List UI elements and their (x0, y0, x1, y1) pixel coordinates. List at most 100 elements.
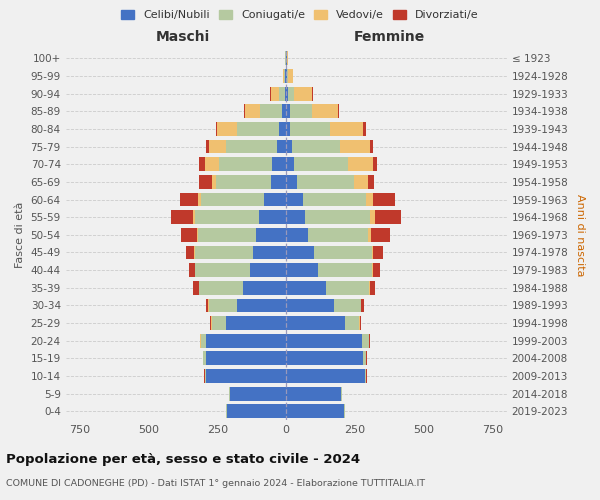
Bar (212, 316, 226, 330)
Bar (193, 210, 195, 224)
Bar (217, 122, 236, 136)
Bar (368, 228, 371, 241)
Bar (253, 246, 286, 260)
Bar (271, 175, 286, 189)
Bar (229, 387, 230, 400)
Bar (371, 246, 373, 260)
Bar (286, 263, 318, 277)
Bar (366, 192, 373, 206)
Bar (346, 316, 359, 330)
Bar (311, 104, 338, 118)
Bar (286, 175, 297, 189)
Bar (289, 69, 293, 83)
Bar (287, 86, 295, 101)
Bar (286, 246, 314, 260)
Bar (286, 122, 290, 136)
Bar (199, 175, 212, 189)
Bar (286, 281, 326, 294)
Bar (206, 298, 208, 312)
Legend: Celibi/Nubili, Coniugati/e, Vedovi/e, Divorziati/e: Celibi/Nubili, Coniugati/e, Vedovi/e, Di… (117, 6, 483, 25)
Bar (199, 158, 205, 171)
Bar (201, 334, 206, 347)
Bar (250, 263, 286, 277)
Bar (195, 210, 259, 224)
Bar (181, 228, 197, 241)
Bar (195, 246, 253, 260)
Bar (256, 228, 286, 241)
Bar (206, 352, 286, 365)
Bar (286, 387, 341, 400)
Bar (348, 158, 373, 171)
Bar (305, 210, 370, 224)
Bar (206, 369, 286, 383)
Bar (318, 263, 371, 277)
Bar (340, 140, 370, 153)
Bar (236, 298, 286, 312)
Bar (227, 404, 286, 418)
Bar (236, 122, 280, 136)
Y-axis label: Anni di nascita: Anni di nascita (575, 194, 585, 276)
Text: Maschi: Maschi (155, 30, 209, 44)
Bar (375, 210, 401, 224)
Bar (205, 369, 206, 383)
Bar (260, 104, 282, 118)
Bar (286, 158, 295, 171)
Bar (290, 104, 311, 118)
Bar (290, 122, 331, 136)
Bar (371, 263, 373, 277)
Bar (370, 281, 375, 294)
Bar (286, 369, 365, 383)
Bar (286, 69, 287, 83)
Bar (285, 86, 286, 101)
Bar (364, 122, 365, 136)
Bar (373, 263, 380, 277)
Bar (212, 175, 216, 189)
Bar (286, 334, 362, 347)
Bar (216, 175, 271, 189)
Bar (373, 192, 395, 206)
Bar (198, 228, 256, 241)
Bar (218, 158, 272, 171)
Bar (286, 352, 364, 365)
Bar (195, 263, 250, 277)
Bar (226, 140, 277, 153)
Bar (272, 158, 286, 171)
Text: Popolazione per età, sesso e stato civile - 2024: Popolazione per età, sesso e stato civil… (6, 452, 360, 466)
Bar (286, 86, 287, 101)
Bar (280, 122, 286, 136)
Bar (371, 228, 390, 241)
Bar (314, 246, 371, 260)
Bar (286, 104, 290, 118)
Bar (286, 316, 346, 330)
Bar (271, 86, 280, 101)
Bar (308, 228, 368, 241)
Bar (209, 298, 236, 312)
Bar (194, 246, 195, 260)
Bar (205, 158, 218, 171)
Y-axis label: Fasce di età: Fasce di età (15, 202, 25, 268)
Bar (286, 404, 344, 418)
Bar (226, 316, 286, 330)
Bar (206, 140, 209, 153)
Bar (245, 104, 260, 118)
Bar (331, 122, 364, 136)
Bar (361, 298, 364, 312)
Bar (370, 210, 375, 224)
Bar (203, 352, 206, 365)
Bar (373, 246, 383, 260)
Bar (292, 140, 340, 153)
Bar (209, 140, 226, 153)
Bar (369, 281, 370, 294)
Bar (286, 210, 305, 224)
Bar (360, 316, 361, 330)
Bar (199, 281, 244, 294)
Bar (303, 192, 366, 206)
Text: Femmine: Femmine (354, 30, 425, 44)
Bar (338, 104, 339, 118)
Bar (198, 192, 201, 206)
Bar (341, 387, 342, 400)
Bar (244, 281, 286, 294)
Bar (210, 316, 211, 330)
Bar (287, 69, 289, 83)
Bar (373, 158, 377, 171)
